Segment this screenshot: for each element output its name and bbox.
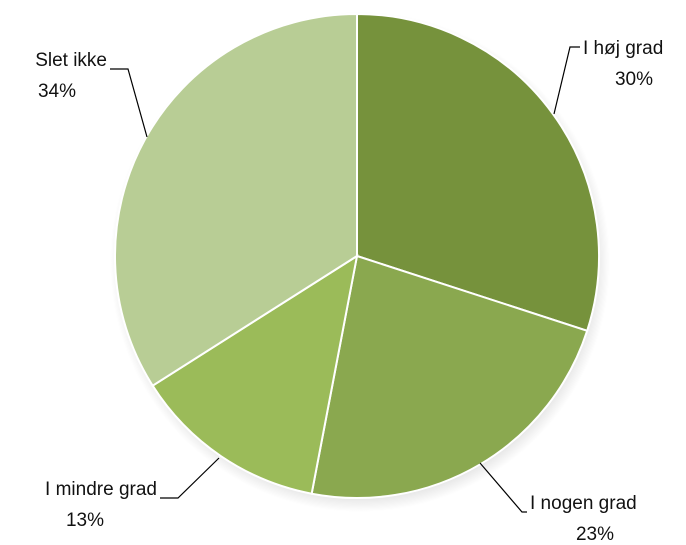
pie-slice-i-mindre-grad <box>151 253 359 495</box>
slice-value-i-hoj-grad: 30% <box>615 69 653 90</box>
slice-value-slet-ikke: 34% <box>38 81 76 102</box>
leader-line-slet-ikke <box>110 68 148 138</box>
slice-value-i-mindre-grad: 13% <box>66 510 104 531</box>
pie-slice-i-nogen-grad <box>310 254 589 499</box>
pie-slice-slet-ikke <box>114 12 358 388</box>
slice-label-i-nogen-grad: I nogen grad <box>530 493 637 514</box>
slice-value-i-nogen-grad: 23% <box>576 524 614 545</box>
pie-slice-i-hoj-grad <box>356 12 601 333</box>
leader-line-i-hoj-grad <box>553 46 580 115</box>
slice-label-i-hoj-grad: I høj grad <box>583 38 663 59</box>
slice-label-i-mindre-grad: I mindre grad <box>45 479 157 500</box>
slice-label-slet-ikke: Slet ikke <box>35 50 107 71</box>
pie-slices <box>114 12 601 499</box>
leader-line-i-nogen-grad <box>479 462 527 513</box>
leader-line-i-mindre-grad <box>160 457 220 499</box>
